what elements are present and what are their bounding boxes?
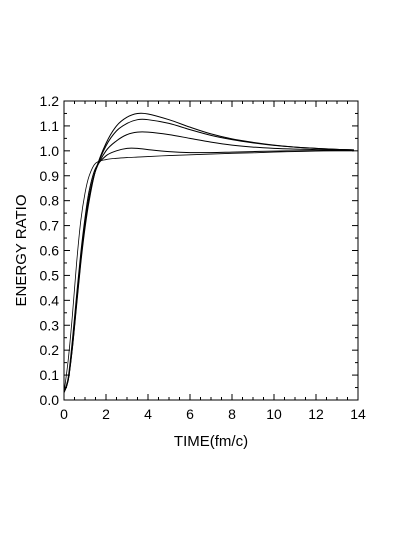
y-tick-label: 0.1 <box>40 367 60 383</box>
x-tick-label: 8 <box>228 406 236 422</box>
y-tick-label: 1.2 <box>40 93 60 109</box>
y-tick-label: 0.2 <box>40 342 60 358</box>
y-tick-label: 0.8 <box>40 193 60 209</box>
y-tick-label: 1.1 <box>40 118 60 134</box>
y-axis-label: ENERGY RATIO <box>13 195 30 307</box>
axis-ticks: 0 2 4 6 8 10 12 14 0.0 0.1 0.2 0.3 0.4 0.5 0.6 0.7 0.8 0.… <box>40 93 366 422</box>
series-line-4 <box>63 118 354 393</box>
y-tick-label: 1.0 <box>40 143 60 159</box>
x-tick-label: 14 <box>350 406 366 422</box>
y-tick-label: 0.3 <box>40 317 60 333</box>
y-tick-label: 0.6 <box>40 243 60 259</box>
plot-frame <box>63 100 359 401</box>
y-tick-label: 0.7 <box>40 218 60 234</box>
x-tick-label: 10 <box>266 406 282 422</box>
y-tick-label: 0.0 <box>40 392 60 408</box>
x-tick-label: 2 <box>102 406 110 422</box>
x-tick-label: 4 <box>144 406 152 422</box>
x-tick-label: 0 <box>60 406 68 422</box>
y-tick-label: 0.5 <box>40 267 60 283</box>
series-line-5 <box>63 112 354 393</box>
y-tick-label: 0.4 <box>40 292 60 308</box>
x-axis-label: TIME(fm/c) <box>174 433 248 450</box>
x-tick-label: 12 <box>308 406 324 422</box>
series-line-3 <box>63 131 354 393</box>
x-tick-label: 6 <box>186 406 194 422</box>
series-lines <box>63 112 354 393</box>
series-line-1 <box>63 150 354 393</box>
y-tick-label: 0.9 <box>40 168 60 184</box>
series-line-2 <box>63 147 354 393</box>
